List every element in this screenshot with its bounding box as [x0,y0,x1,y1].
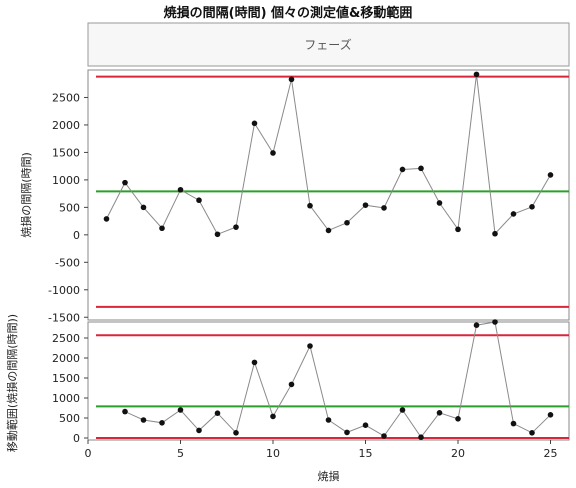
y-axis-label: 焼損の間隔(時間) [19,152,33,238]
data-point [362,422,369,429]
data-point [270,150,276,156]
phase-label: フェーズ [304,37,351,52]
y-tick-label: 2500 [52,91,80,104]
data-point [436,410,443,416]
data-point [307,202,313,209]
x-tick-label: 20 [451,447,465,460]
data-point [418,434,424,441]
x-axis: 0 5 10 15 20 25 焼損 [85,440,558,483]
data-point [140,204,147,211]
chart-title: 焼損の間隔(時間) 個々の測定値&移動範囲 [164,5,413,21]
data-point [196,197,202,204]
data-point [307,343,313,349]
data-point [196,427,202,434]
data-point [399,166,406,173]
data-point [325,227,332,234]
y-tick-label: 1500 [52,372,80,385]
data-point [492,230,498,237]
y-tick-label: 1500 [52,146,80,159]
y-tick-label: 2000 [52,352,80,365]
y-tick-label: 2000 [52,119,80,132]
data-point [214,231,221,238]
y-tick-label: -1000 [48,284,80,297]
y-tick-label: 2500 [52,332,80,345]
data-point [418,165,424,172]
data-point [455,416,461,422]
data-point [547,172,554,178]
data-point [288,76,295,83]
y-tick-label: 1000 [52,174,80,187]
series-line [124,321,551,439]
data-point [344,429,350,436]
data-point [547,412,554,418]
y-tick-label: 1000 [52,392,80,405]
data-point [122,179,128,186]
data-point [325,417,332,423]
y-tick-label: 0 [73,432,80,445]
individuals-panel: 2500 2000 1500 1000 500 0 -500 -1000 -1500 焼損の間隔(… [19,69,570,324]
data-point [473,71,480,78]
data-point [344,219,350,226]
data-point [473,322,480,329]
x-tick-label: 5 [177,447,184,460]
y-tick-label: 500 [59,412,80,425]
data-point [233,430,239,436]
x-axis-label: 焼損 [318,469,340,483]
data-point [177,186,184,193]
data-point [455,226,461,233]
data-point [510,211,517,217]
x-tick-label: 15 [359,447,373,460]
data-point [529,204,535,210]
y-tick-label: -1500 [48,311,80,324]
data-point [159,225,165,232]
data-point [177,407,184,413]
data-point [251,359,258,366]
data-point [251,120,258,127]
x-tick-label: 0 [85,447,92,460]
data-point [529,430,535,436]
data-point [103,216,110,222]
data-point [362,202,369,208]
data-point [233,224,239,230]
moving-range-panel: 2500 2000 1500 1000 500 0 移動範囲(焼損の間隔(時間)) [5,314,570,452]
data-point [214,410,221,417]
data-point [399,407,406,413]
x-tick-label: 25 [544,447,558,460]
y-axis-label: 移動範囲(焼損の間隔(時間)) [5,314,19,452]
data-point [288,381,295,388]
data-point [140,417,147,423]
plot-frame [87,69,570,321]
data-point [159,420,165,426]
phase-box [87,22,570,67]
data-point [381,433,387,439]
data-point [436,200,443,206]
data-point [381,205,387,211]
data-point [270,413,276,420]
data-point [510,420,517,427]
y-tick-label: 500 [59,201,80,214]
y-tick-label: -500 [55,256,80,269]
data-point [492,319,498,325]
x-tick-label: 10 [266,447,280,460]
data-point [122,408,128,415]
y-tick-label: 0 [73,229,80,242]
